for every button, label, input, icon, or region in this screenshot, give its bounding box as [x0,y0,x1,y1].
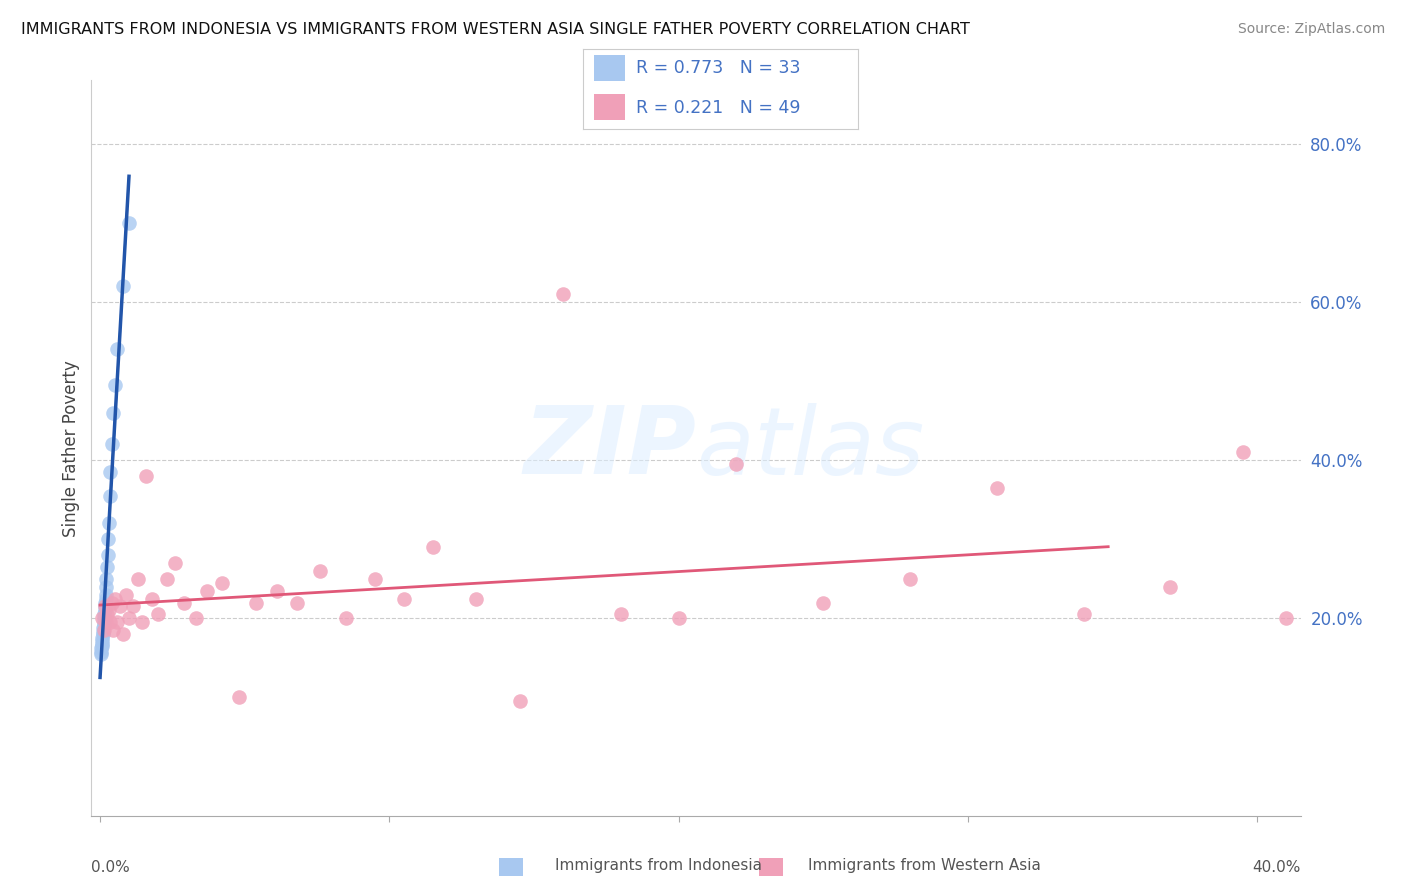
Point [112,627,135,641]
Point [211,575,233,590]
Text: atlas: atlas [696,402,924,494]
Point [266,583,288,598]
Text: R = 0.773   N = 33: R = 0.773 N = 33 [636,60,800,78]
Point [508,694,530,708]
Bar [595,55,624,81]
Point [94,580,117,594]
Point [1159,580,1181,594]
Point [118,216,141,230]
Point [98,615,121,630]
Point [90,647,112,661]
Point [91,627,114,641]
Point [93,624,115,638]
Point [93,615,115,630]
Point [285,595,308,609]
Point [94,595,117,609]
Point [110,599,132,614]
Point [97,548,120,562]
Bar [595,94,624,120]
Point [100,437,122,451]
Point [1073,607,1095,622]
Text: R = 0.221   N = 49: R = 0.221 N = 49 [636,99,800,117]
Point [135,469,157,483]
Point [91,624,114,639]
Point [155,572,177,586]
Point [165,556,187,570]
Point [813,595,835,609]
Point [93,611,115,625]
Point [392,591,415,606]
Point [228,690,250,705]
Point [90,639,112,653]
Point [1232,445,1254,459]
Point [112,279,135,293]
Point [141,591,163,606]
Point [96,607,118,622]
Point [122,599,145,614]
Point [107,343,129,357]
Point [97,603,120,617]
Y-axis label: Single Father Poverty: Single Father Poverty [62,359,80,537]
Point [184,611,207,625]
Point [91,633,114,648]
Point [335,611,357,625]
Text: ZIP: ZIP [523,402,696,494]
Point [93,607,115,622]
Point [94,615,117,630]
Point [115,588,138,602]
Point [364,572,387,586]
Point [96,560,118,574]
Point [98,489,121,503]
Text: Immigrants from Western Asia: Immigrants from Western Asia [808,858,1042,872]
Text: IMMIGRANTS FROM INDONESIA VS IMMIGRANTS FROM WESTERN ASIA SINGLE FATHER POVERTY : IMMIGRANTS FROM INDONESIA VS IMMIGRANTS … [21,22,970,37]
Point [90,644,112,658]
Point [91,621,114,635]
Text: 40.0%: 40.0% [1253,860,1301,875]
Point [118,611,141,625]
Point [610,607,633,622]
Point [551,287,574,301]
Point [91,631,114,645]
Point [93,617,115,632]
Point [146,607,169,622]
Point [668,611,690,625]
Point [103,591,125,606]
Point [725,457,748,471]
Point [90,637,112,651]
Point [131,615,153,630]
Point [195,583,218,598]
Point [94,599,117,614]
Point [173,595,195,609]
Text: 0.0%: 0.0% [91,860,131,875]
Point [245,595,267,609]
Point [465,591,488,606]
Point [986,481,1008,495]
Point [101,406,124,420]
Point [898,572,921,586]
Point [100,465,122,479]
Point [93,599,115,614]
Point [107,615,129,630]
Point [100,595,122,609]
Text: Immigrants from Indonesia: Immigrants from Indonesia [555,858,762,872]
Point [91,611,114,625]
Point [94,588,117,602]
Point [93,603,115,617]
Point [97,516,120,531]
Point [96,572,118,586]
Point [422,540,444,554]
Point [309,564,332,578]
Point [90,641,112,656]
Point [101,624,124,638]
Text: Source: ZipAtlas.com: Source: ZipAtlas.com [1237,22,1385,37]
Point [127,572,149,586]
Point [94,591,117,606]
Point [97,533,120,547]
Point [103,378,125,392]
Point [1275,611,1298,625]
